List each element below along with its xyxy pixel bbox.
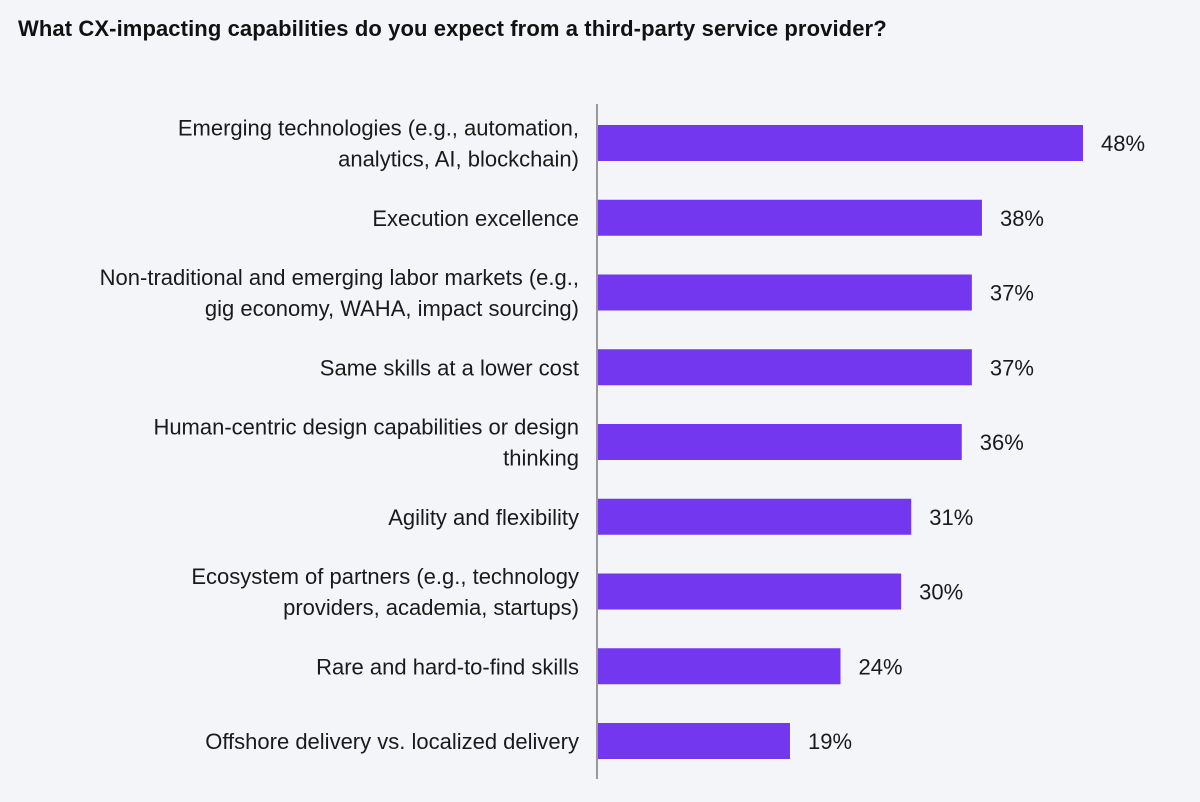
category-label-line: Execution excellence bbox=[372, 206, 579, 231]
bar bbox=[598, 199, 982, 236]
category-label-line: thinking bbox=[503, 446, 579, 471]
category-label: Execution excellence bbox=[372, 206, 579, 231]
category-label-line: gig economy, WAHA, impact sourcing) bbox=[205, 296, 579, 321]
category-label-line: Rare and hard-to-find skills bbox=[316, 654, 579, 679]
bar bbox=[598, 349, 972, 386]
category-label-line: providers, academia, startups) bbox=[283, 595, 579, 620]
data-label: 37% bbox=[990, 355, 1034, 380]
data-label: 31% bbox=[929, 505, 973, 530]
data-label: 37% bbox=[990, 281, 1034, 306]
bar bbox=[598, 648, 841, 685]
category-label: Emerging technologies (e.g., automation,… bbox=[178, 116, 579, 172]
data-label: 36% bbox=[980, 430, 1024, 455]
category-label-line: Human-centric design capabilities or des… bbox=[153, 415, 579, 440]
bar bbox=[598, 498, 912, 535]
category-label-line: Non-traditional and emerging labor marke… bbox=[100, 265, 579, 290]
bar bbox=[598, 723, 790, 759]
bar bbox=[598, 274, 972, 311]
bar bbox=[598, 125, 1083, 161]
category-label: Ecosystem of partners (e.g., technology p… bbox=[191, 564, 579, 620]
data-label: 30% bbox=[919, 580, 963, 605]
category-label-line: Same skills at a lower cost bbox=[320, 355, 579, 380]
category-label-line: Ecosystem of partners (e.g., technology bbox=[191, 564, 579, 589]
data-label: 38% bbox=[1000, 206, 1044, 231]
category-label: Non-traditional and emerging labor marke… bbox=[100, 265, 579, 321]
data-label: 48% bbox=[1101, 131, 1145, 156]
category-label-line: Offshore delivery vs. localized delivery bbox=[205, 729, 579, 754]
category-label: Same skills at a lower cost bbox=[320, 355, 579, 380]
data-label: 24% bbox=[859, 654, 903, 679]
category-label-line: analytics, AI, blockchain) bbox=[338, 147, 579, 172]
bar bbox=[598, 424, 962, 460]
category-label: Human-centric design capabilities or des… bbox=[153, 415, 579, 471]
category-label: Offshore delivery vs. localized delivery bbox=[205, 729, 579, 754]
data-label: 19% bbox=[808, 729, 852, 754]
category-label: Agility and flexibility bbox=[388, 505, 579, 530]
category-label-line: Emerging technologies (e.g., automation, bbox=[178, 116, 579, 141]
category-label-line: Agility and flexibility bbox=[388, 505, 579, 530]
chart-title: What CX-impacting capabilities do you ex… bbox=[18, 16, 887, 41]
category-label: Rare and hard-to-find skills bbox=[316, 654, 579, 679]
bar bbox=[598, 573, 902, 610]
